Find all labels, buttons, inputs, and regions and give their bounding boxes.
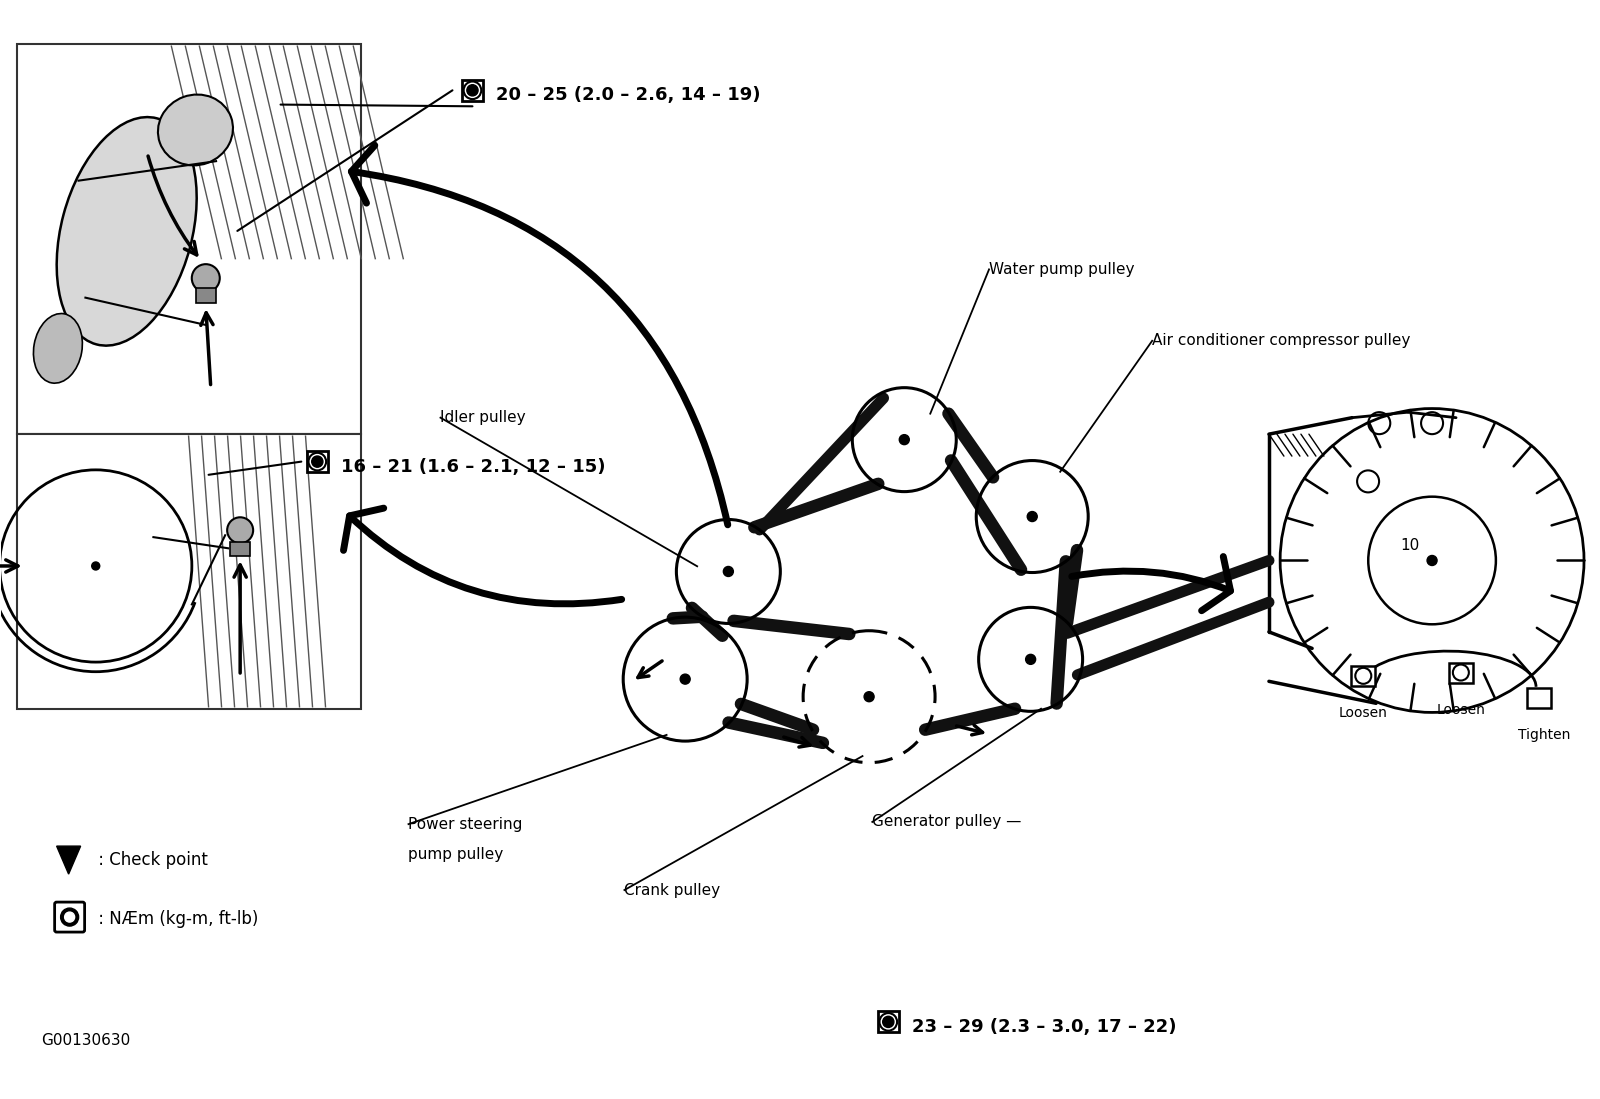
Circle shape [192,264,219,292]
Ellipse shape [56,118,197,345]
Text: Air conditioner compressor pulley: Air conditioner compressor pulley [1152,333,1411,348]
Bar [230,542,250,556]
Circle shape [1427,555,1437,566]
Text: 23 – 29 (2.3 – 3.0, 17 – 22): 23 – 29 (2.3 – 3.0, 17 – 22) [912,1018,1176,1036]
Bar [1528,688,1552,708]
Text: 20 – 25 (2.0 – 2.6, 14 – 19): 20 – 25 (2.0 – 2.6, 14 – 19) [496,87,762,104]
Circle shape [1027,511,1037,522]
Circle shape [64,912,75,922]
Circle shape [227,518,253,543]
Text: Generator pulley —: Generator pulley — [872,814,1022,830]
FancyBboxPatch shape [878,1011,899,1032]
Circle shape [899,434,909,445]
Circle shape [61,908,78,926]
Text: : NÆm (kg-m, ft-lb): : NÆm (kg-m, ft-lb) [93,910,258,928]
Text: pump pulley: pump pulley [408,847,504,863]
Text: Crank pulley: Crank pulley [624,882,720,898]
Circle shape [680,674,690,684]
Text: : Check point: : Check point [93,851,208,869]
Polygon shape [56,846,80,874]
Circle shape [91,562,99,570]
Bar [16,44,360,434]
FancyBboxPatch shape [307,451,328,473]
Circle shape [723,566,733,577]
Bar [1352,666,1376,686]
Text: 10: 10 [1400,539,1419,553]
Circle shape [883,1017,894,1028]
Circle shape [1026,654,1035,665]
Text: Idler pulley: Idler pulley [440,410,526,425]
FancyBboxPatch shape [54,902,85,932]
Bar [195,288,216,303]
Circle shape [864,691,874,701]
Text: Tighten: Tighten [1518,728,1571,742]
Text: 16 – 21 (1.6 – 2.1, 12 – 15): 16 – 21 (1.6 – 2.1, 12 – 15) [341,457,606,476]
Text: Power steering: Power steering [408,817,523,832]
Ellipse shape [158,95,234,165]
Text: Water pump pulley: Water pump pulley [989,262,1134,277]
FancyBboxPatch shape [462,80,483,101]
Ellipse shape [34,313,82,384]
Circle shape [312,456,323,467]
Circle shape [467,85,478,96]
Bar [16,434,360,709]
Bar [1450,663,1474,682]
Text: Loosen: Loosen [1339,706,1387,720]
Text: Loosen: Loosen [1437,702,1485,717]
Text: G00130630: G00130630 [40,1033,130,1047]
